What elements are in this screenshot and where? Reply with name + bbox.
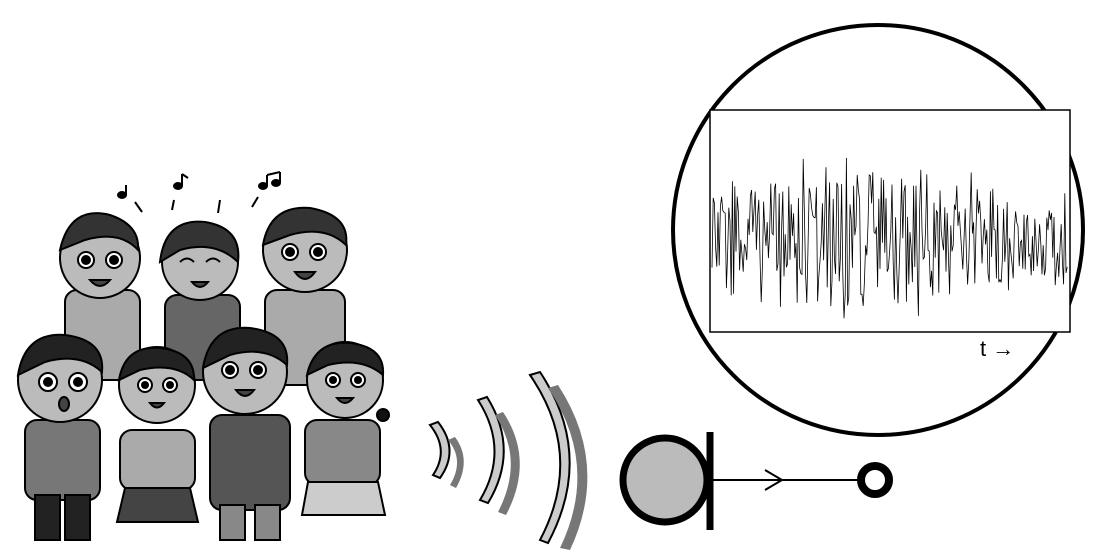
- singer-body: [120, 430, 195, 490]
- microphone: [623, 432, 889, 530]
- axis-label: t →: [980, 336, 1014, 361]
- singer-head: [160, 222, 238, 300]
- singer-body: [210, 415, 290, 510]
- singer-head: [119, 347, 195, 423]
- singer-leg: [65, 495, 90, 540]
- illustration: t →: [0, 0, 1103, 554]
- singer-head: [18, 335, 102, 422]
- sound-waves: [430, 372, 587, 550]
- singer-head: [307, 342, 389, 421]
- singer-leg: [220, 505, 245, 540]
- choir: [18, 208, 389, 540]
- singer-skirt: [302, 482, 385, 515]
- singer-skirt: [117, 488, 198, 522]
- music-notes: [118, 172, 280, 213]
- singer-head: [60, 213, 140, 298]
- singer-leg: [255, 505, 280, 540]
- singer-head: [203, 328, 287, 414]
- singer-head: [263, 208, 347, 292]
- singer-body: [305, 420, 380, 485]
- singer-body: [25, 420, 100, 500]
- singer-leg: [35, 495, 60, 540]
- waveform-panel: t →: [673, 25, 1083, 435]
